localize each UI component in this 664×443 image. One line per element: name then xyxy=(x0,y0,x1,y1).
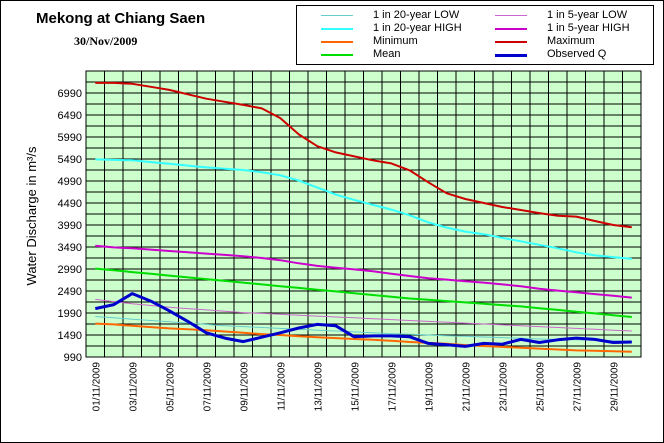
legend-swatch xyxy=(495,54,527,57)
legend-swatch xyxy=(321,15,353,16)
legend-label: 1 in 20-year LOW xyxy=(373,9,460,21)
legend-swatch xyxy=(495,41,527,43)
y-tick-label: 2490 xyxy=(58,286,82,298)
series-line xyxy=(95,298,632,332)
chart-subtitle: 30/Nov/2009 xyxy=(74,34,138,48)
x-axis-ticks: 01/11/2009 03/11/2009 05/11/2009 07/11/2009… xyxy=(91,362,620,412)
y-tick-label: 6990 xyxy=(58,88,82,100)
legend-swatch xyxy=(495,15,527,16)
y-tick-label: 4490 xyxy=(58,198,82,210)
legend-label: 1 in 5-year HIGH xyxy=(547,22,630,34)
legend-swatch xyxy=(321,28,353,30)
y-tick-label: 5990 xyxy=(58,132,82,144)
x-tick-label: 25/11/2009 xyxy=(535,362,546,412)
x-tick-label: 17/11/2009 xyxy=(387,362,398,412)
x-tick-label: 05/11/2009 xyxy=(165,362,176,412)
legend-label: 1 in 5-year LOW xyxy=(547,9,628,21)
x-tick-label: 01/11/2009 xyxy=(91,362,102,412)
legend-swatch xyxy=(321,54,353,56)
x-tick-label: 07/11/2009 xyxy=(202,362,213,412)
x-tick-label: 09/11/2009 xyxy=(239,362,250,412)
series-line xyxy=(95,244,632,299)
x-tick-label: 21/11/2009 xyxy=(461,362,472,412)
legend-label: Observed Q xyxy=(547,48,607,60)
series-line xyxy=(95,81,632,229)
y-tick-label: 5490 xyxy=(58,154,82,166)
series-line xyxy=(94,292,632,348)
series-line xyxy=(95,158,632,260)
series-line xyxy=(95,267,632,318)
legend-swatch xyxy=(321,41,353,43)
series-lines xyxy=(94,81,632,353)
legend-label: Maximum xyxy=(547,35,595,47)
chart-legend: 1 in 20-year LOW 1 in 5-year LOW 1 in 20-y… xyxy=(296,5,654,65)
y-tick-label: 3490 xyxy=(58,242,82,254)
x-tick-label: 03/11/2009 xyxy=(128,362,139,412)
plot-border xyxy=(85,70,642,358)
legend-label: Minimum xyxy=(373,35,418,47)
legend-swatch xyxy=(495,28,527,30)
x-tick-label: 27/11/2009 xyxy=(572,362,583,412)
y-tick-label: 990 xyxy=(64,352,82,364)
x-tick-label: 11/11/2009 xyxy=(276,362,287,411)
y-axis-label: Water Discharge in m³/s xyxy=(24,146,39,285)
y-tick-label: 3990 xyxy=(58,220,82,232)
chart-title: Mekong at Chiang Saen xyxy=(36,10,206,27)
legend-label: Mean xyxy=(373,48,401,60)
y-tick-label: 2990 xyxy=(58,264,82,276)
y-tick-label: 1490 xyxy=(58,330,82,342)
x-tick-label: 23/11/2009 xyxy=(498,362,509,412)
x-tick-label: 29/11/2009 xyxy=(609,362,620,412)
legend-label: 1 in 20-year HIGH xyxy=(373,22,462,34)
y-axis-ticks: 990 1490 1990 2490 2990 3490 3990 4490 4990 5490 5… xyxy=(58,88,82,364)
y-tick-label: 6490 xyxy=(58,110,82,122)
y-tick-label: 4990 xyxy=(58,176,82,188)
series-line xyxy=(95,316,632,342)
series-line xyxy=(95,322,632,353)
y-tick-label: 1990 xyxy=(58,308,82,320)
x-tick-label: 15/11/2009 xyxy=(350,362,361,412)
x-tick-label: 19/11/2009 xyxy=(424,362,435,412)
x-tick-label: 13/11/2009 xyxy=(313,362,324,412)
